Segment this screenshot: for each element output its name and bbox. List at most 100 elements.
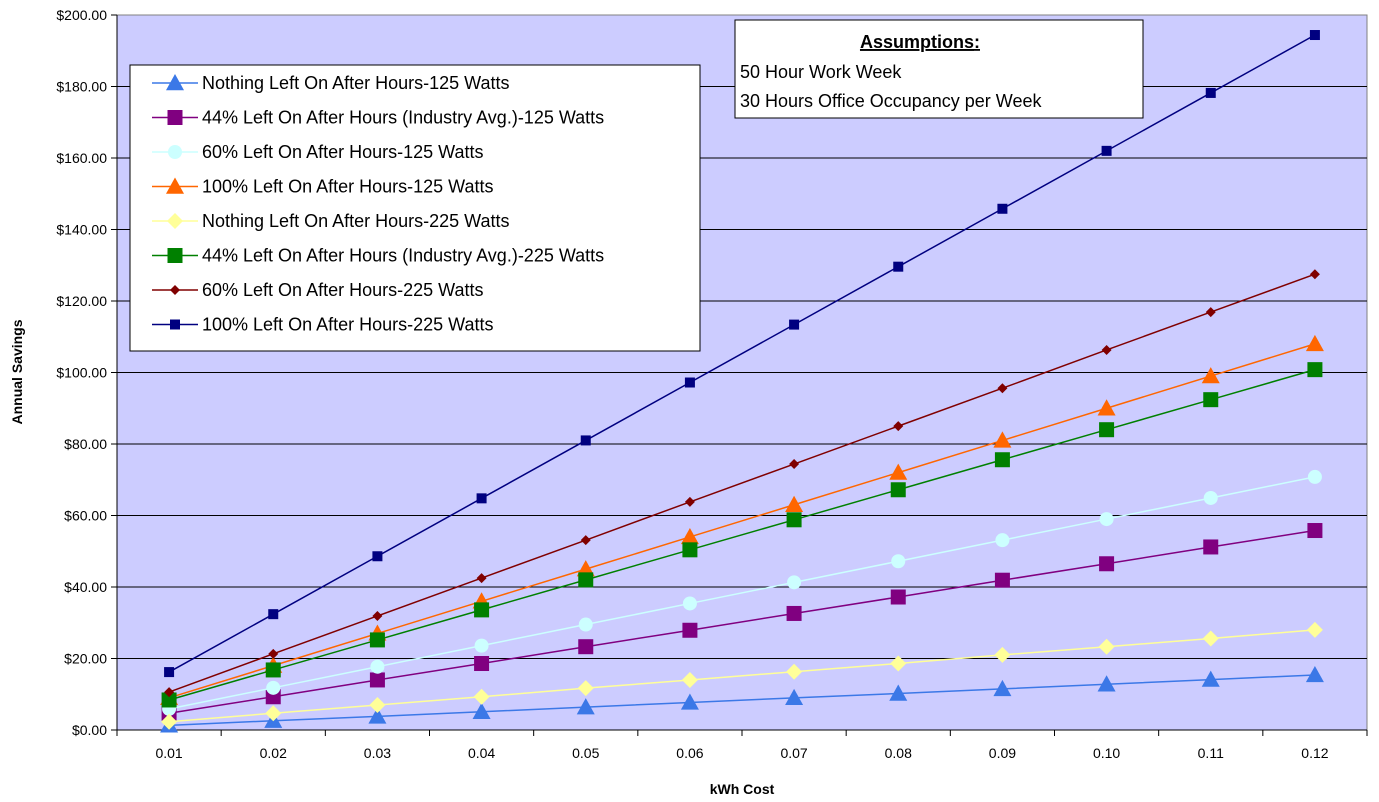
data-point — [1203, 392, 1219, 408]
legend-item: Nothing Left On After Hours-125 Watts — [152, 73, 509, 93]
data-point — [268, 648, 279, 659]
assumptions-title-suffix: : — [974, 32, 980, 52]
data-point — [786, 663, 803, 680]
legend-swatch-marker — [167, 213, 183, 229]
y-tick-label: $160.00 — [56, 150, 107, 166]
series-line — [169, 674, 1315, 727]
data-point — [893, 421, 904, 432]
data-point — [994, 452, 1010, 468]
series-7 — [164, 269, 1320, 698]
legend-label: 44% Left On After Hours (Industry Avg.)-… — [202, 246, 604, 266]
data-point — [1202, 630, 1219, 647]
assumptions-box: Assumptions: 50 Hour Work Week 30 Hours … — [734, 19, 1144, 119]
data-point — [369, 632, 385, 648]
data-point — [1203, 539, 1219, 555]
series-6 — [161, 362, 1323, 708]
legend-swatch-marker — [166, 177, 184, 194]
legend-label: 60% Left On After Hours-125 Watts — [202, 142, 483, 162]
data-point — [889, 463, 908, 480]
y-tick-label: $60.00 — [64, 508, 107, 524]
data-point — [682, 622, 698, 638]
data-point — [787, 575, 802, 590]
x-tick-label: 0.02 — [260, 745, 287, 761]
data-point — [578, 572, 594, 588]
legend-item: 44% Left On After Hours (Industry Avg.)-… — [152, 246, 604, 266]
legend-swatch-marker — [170, 285, 180, 295]
data-point — [682, 596, 697, 611]
y-tick-label: $100.00 — [56, 365, 107, 381]
data-point — [161, 692, 177, 708]
data-point — [369, 696, 386, 713]
assumptions-heading: Assumptions: — [860, 32, 980, 52]
data-point — [265, 662, 281, 678]
data-point — [578, 617, 593, 632]
data-point — [161, 713, 178, 730]
data-point — [164, 667, 175, 678]
x-tick-label: 0.07 — [780, 745, 807, 761]
series-line — [169, 629, 1315, 723]
data-point — [1307, 523, 1323, 539]
data-point — [1101, 145, 1112, 156]
legend-item: 44% Left On After Hours (Industry Avg.)-… — [152, 108, 604, 128]
data-point — [680, 527, 699, 545]
data-point — [474, 638, 489, 653]
legend-label: Nothing Left On After Hours-125 Watts — [202, 73, 509, 93]
data-point — [994, 646, 1011, 663]
legend-label: 44% Left On After Hours (Industry Avg.)-… — [202, 108, 604, 128]
data-point — [891, 554, 906, 569]
data-point — [993, 679, 1012, 697]
data-point — [1307, 362, 1323, 378]
data-point — [266, 680, 281, 695]
data-point — [476, 573, 487, 584]
x-tick-label: 0.08 — [885, 745, 912, 761]
assumptions-title: Assumptions — [860, 32, 974, 52]
y-tick-label: $40.00 — [64, 579, 107, 595]
data-point — [268, 609, 279, 620]
data-point — [684, 377, 695, 388]
legend-swatch-marker — [166, 74, 184, 91]
data-point — [1306, 621, 1323, 638]
series-layer — [160, 30, 1324, 733]
data-point — [994, 572, 1010, 588]
y-axis-title: Annual Savings — [9, 319, 25, 424]
data-point — [368, 707, 387, 724]
y-tick-label: $140.00 — [56, 222, 107, 238]
data-point — [997, 383, 1008, 394]
data-point — [786, 512, 802, 528]
x-tick-label: 0.10 — [1093, 745, 1120, 761]
data-point — [789, 319, 800, 330]
x-tick-label: 0.06 — [676, 745, 703, 761]
data-point — [1305, 334, 1324, 352]
legend-swatch-marker — [170, 319, 180, 330]
data-point — [1101, 344, 1112, 355]
data-point — [474, 602, 490, 618]
data-point — [1099, 422, 1115, 438]
legend-swatch-marker — [167, 110, 183, 125]
y-tick-label: $200.00 — [56, 7, 107, 23]
data-point — [372, 551, 383, 562]
series-line — [168, 368, 1316, 701]
data-point — [1305, 665, 1324, 683]
data-point — [1307, 469, 1322, 484]
data-point — [473, 688, 490, 705]
data-point — [890, 655, 907, 672]
x-tick-label: 0.05 — [572, 745, 599, 761]
data-point — [1097, 675, 1116, 692]
data-point — [890, 589, 906, 605]
data-point — [681, 671, 698, 688]
data-point — [997, 203, 1008, 214]
y-tick-label: $80.00 — [64, 436, 107, 452]
data-point — [785, 495, 804, 512]
data-point — [789, 459, 800, 470]
series-line — [168, 34, 1316, 673]
legend: Nothing Left On After Hours-125 Watts 44%… — [129, 64, 701, 352]
x-tick-label: 0.12 — [1301, 745, 1328, 761]
data-point — [474, 656, 490, 672]
data-point — [993, 431, 1012, 448]
x-tick-label: 0.04 — [468, 745, 495, 761]
data-point — [265, 705, 282, 722]
series-1 — [160, 665, 1324, 733]
data-point — [1201, 367, 1220, 384]
data-point — [1205, 87, 1216, 98]
